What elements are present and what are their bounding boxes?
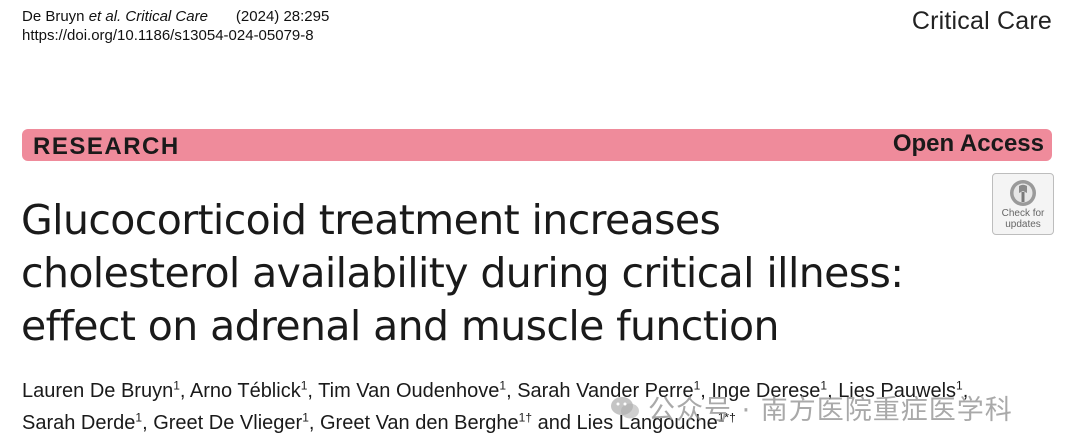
author-separator: , [179,380,190,402]
author-separator: , [506,380,518,402]
author-separator: , [308,412,320,434]
author-separator: , [827,380,839,402]
author-separator: , [307,380,319,402]
author-separator: , [142,412,154,434]
title-line: cholesterol availability during critical… [21,249,904,297]
author-affiliation: 1 [300,378,308,393]
citation-block: De Bruyn et al. Critical Care (2024) 28:2… [22,7,329,45]
author-row: Sarah Derde1, Greet De Vlieger1, Greet V… [22,407,1062,439]
title-line: effect on adrenal and muscle function [21,302,779,350]
author-name[interactable]: Greet De Vlieger [153,412,303,434]
article-type-banner: RESEARCH Open Access [22,129,1052,161]
author-name[interactable]: Arno Téblick [189,380,301,402]
author-name[interactable]: Lies Pauwels [838,380,957,402]
citation-line: De Bruyn et al. Critical Care (2024) 28:2… [22,7,329,26]
author-name[interactable]: Sarah Vander Perre [517,380,694,402]
article-type-label: RESEARCH [33,133,180,160]
title-line: Glucocorticoid treatment increases [21,196,721,244]
author-list: Lauren De Bruyn1, Arno Téblick1, Tim Van… [22,375,1062,439]
author-name[interactable]: Tim Van Oudenhove [318,380,500,402]
author-name[interactable]: Lies Langouche [576,412,718,434]
author-affiliation: 1 [173,378,180,393]
author-separator: , [700,380,712,402]
article-title: Glucocorticoid treatment increases chole… [21,194,981,353]
author-affiliation: 1 [135,410,143,425]
check-for-updates-button[interactable]: Check for updates [992,173,1054,235]
doi-link[interactable]: https://doi.org/10.1186/s13054-024-05079… [22,27,314,44]
author-row: Lauren De Bruyn1, Arno Téblick1, Tim Van… [22,375,1062,407]
author-affiliation: 1*† [717,410,736,425]
citation-authors: De Bruyn [22,8,85,25]
author-name[interactable]: Lauren De Bruyn [22,380,174,402]
check-updates-line1: Check for [1001,208,1045,219]
author-name[interactable]: Inge Derese [711,380,821,402]
author-name[interactable]: Greet Van den Berghe [320,412,519,434]
author-affiliation: 1† [518,410,533,425]
author-affiliation: 1 [956,378,963,393]
author-affiliation: 1 [499,378,507,393]
author-name[interactable]: Sarah Derde [22,412,136,434]
crossmark-icon [1010,180,1036,206]
citation-journal: Critical Care [125,8,208,25]
author-separator: , [962,380,969,402]
author-separator: and [532,412,577,434]
journal-brand: Critical Care [911,7,1052,35]
open-access-label: Open Access [892,130,1044,157]
check-updates-line2: updates [1005,219,1041,230]
author-affiliation: 1 [693,378,701,393]
author-affiliation: 1 [302,410,309,425]
citation-etal: et al. [88,8,122,25]
citation-year-volume: (2024) 28:295 [235,8,330,25]
author-affiliation: 1 [820,378,828,393]
